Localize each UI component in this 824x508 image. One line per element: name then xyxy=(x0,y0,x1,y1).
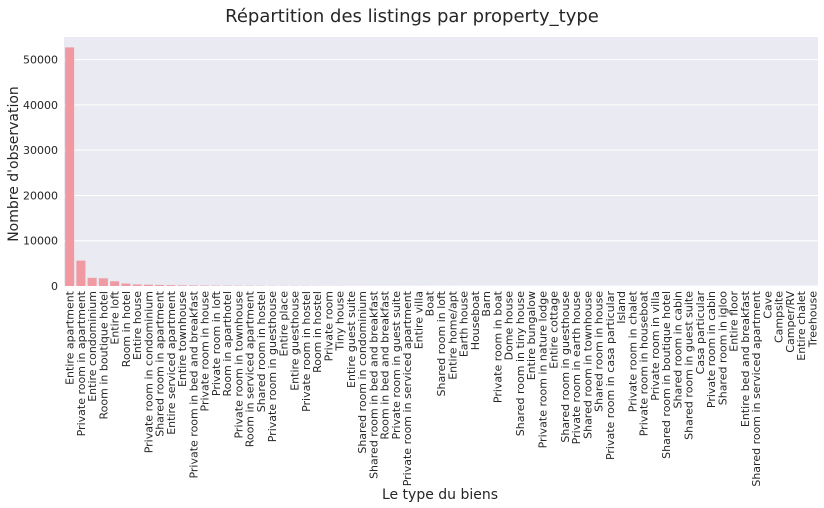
x-tick-label: Entire guest suite xyxy=(345,291,358,388)
chart-title: Répartition des listings par property_ty… xyxy=(225,6,599,27)
x-tick-label: Entire cottage xyxy=(548,291,561,369)
x-tick-label: Entire serviced apartment xyxy=(165,290,178,434)
x-tick-label: Entire townhouse xyxy=(176,291,189,387)
bar xyxy=(65,47,75,287)
bar xyxy=(155,284,165,286)
x-tick-label: Private room in apartment xyxy=(75,290,88,436)
x-tick-label: Shared room in bed and breakfast xyxy=(367,290,380,479)
x-axis-label: Le type du biens xyxy=(382,487,498,503)
x-tick-label: Earth house xyxy=(458,291,471,357)
x-tick-label: Camper/RV xyxy=(784,291,797,353)
bar xyxy=(76,260,86,286)
x-tick-label: Entire place xyxy=(277,291,290,357)
x-tick-label: Private room in casa particular xyxy=(604,291,617,461)
x-tick-label: Shared room in hostel xyxy=(255,291,268,412)
x-tick-label: Entire floor xyxy=(728,291,741,352)
x-tick-label: Entire bed and breakfast xyxy=(739,290,752,427)
x-tick-label: Entire loft xyxy=(109,290,122,344)
x-tick-label: Room in bed and breakfast xyxy=(379,290,392,439)
x-tick-label: Campsite xyxy=(773,291,786,343)
plot-area xyxy=(64,37,818,286)
x-tick-label: Room in aparthotel xyxy=(221,291,234,396)
bar xyxy=(110,281,120,286)
x-tick-label: Private room in townhouse xyxy=(232,291,245,439)
x-tick-label: Room in serviced apartment xyxy=(244,290,257,447)
y-tick-label: 20000 xyxy=(23,189,58,202)
y-tick-label: 30000 xyxy=(23,144,58,157)
bar xyxy=(87,277,97,286)
y-axis-label: Nombre d'observation xyxy=(6,86,22,242)
x-tick-label: Shared room in cabin xyxy=(671,291,684,409)
x-tick-label: Private room in earth house xyxy=(570,291,583,445)
x-tick-label: Room in hotel xyxy=(120,291,133,367)
x-tick-label: Entire home/apt xyxy=(446,290,459,379)
bar xyxy=(132,284,142,286)
x-tick-label: Private room xyxy=(322,291,335,361)
y-axis-ticks: 0 10000 20000 30000 40000 50000 xyxy=(23,54,58,293)
x-tick-label: Private room in villa xyxy=(649,291,662,401)
x-tick-label: Private room in guest suite xyxy=(390,291,403,440)
x-tick-label: Shared room in boutique hotel xyxy=(660,291,673,459)
x-tick-label: Shared room in guest suite xyxy=(683,291,696,440)
bar xyxy=(143,284,153,286)
bar xyxy=(98,278,108,286)
x-tick-label: Private room in chalet xyxy=(626,290,639,412)
x-tick-label: Shared room in apartment xyxy=(154,290,167,436)
x-tick-label: Island xyxy=(615,291,628,324)
x-tick-label: Shared room in serviced apartment xyxy=(750,290,763,486)
x-tick-label: Cave xyxy=(761,291,774,319)
x-tick-label: Houseboat xyxy=(469,290,482,350)
x-tick-label: Shared room in condominium xyxy=(356,291,369,454)
x-tick-label: Private room in serviced apartment xyxy=(401,290,414,486)
x-tick-label: Entire bungalow xyxy=(525,291,538,380)
x-tick-label: Shared room in townhouse xyxy=(581,291,594,439)
x-tick-label: Tiny house xyxy=(334,291,347,352)
x-tick-label: Private room in bed and breakfast xyxy=(187,290,200,478)
x-tick-label: Private room in hostel xyxy=(300,291,313,412)
x-tick-label: Shared room in house xyxy=(593,291,606,412)
bar xyxy=(177,285,187,286)
bars xyxy=(65,47,817,287)
x-tick-label: Private room in guesthouse xyxy=(266,291,279,442)
x-tick-label: Entire condominium xyxy=(86,291,99,402)
x-tick-label: Private room in nature lodge xyxy=(536,291,549,449)
x-tick-label: Room in boutique hotel xyxy=(97,291,110,419)
x-tick-label: Entire house xyxy=(131,291,144,360)
x-tick-label: Private room in condominium xyxy=(142,291,155,453)
x-tick-label: Treehouse xyxy=(806,291,819,348)
y-tick-label: 0 xyxy=(51,280,58,293)
x-tick-label: Shared room in igloo xyxy=(716,291,729,406)
bar xyxy=(188,285,198,286)
x-tick-label: Entire chalet xyxy=(795,290,808,360)
x-tick-label: Private room in boat xyxy=(491,290,504,403)
x-tick-label: Private room in house xyxy=(199,291,212,412)
x-tick-label: Entire guesthouse xyxy=(289,291,302,391)
x-tick-label: Shared room in tiny house xyxy=(514,291,527,436)
x-tick-label: Private room in houseboat xyxy=(638,290,651,436)
y-tick-label: 40000 xyxy=(23,99,58,112)
x-tick-label: Entire villa xyxy=(412,291,425,349)
x-tick-label: Entire apartment xyxy=(64,290,77,385)
x-tick-label: Boat xyxy=(424,290,437,316)
x-tick-label: Private room in loft xyxy=(210,290,223,396)
x-tick-label: Barn xyxy=(480,291,493,317)
bar xyxy=(166,285,176,286)
x-tick-label: Casa particular xyxy=(694,291,707,375)
x-tick-label: Shared room in loft xyxy=(435,290,448,396)
y-tick-label: 10000 xyxy=(23,235,58,248)
bar xyxy=(121,283,131,286)
x-tick-label: Private room in cabin xyxy=(705,291,718,408)
x-tick-label: Room in hostel xyxy=(311,291,324,373)
x-tick-label: Dome house xyxy=(503,291,516,361)
x-tick-label: Shared room in guesthouse xyxy=(559,291,572,443)
y-tick-label: 50000 xyxy=(23,54,58,67)
